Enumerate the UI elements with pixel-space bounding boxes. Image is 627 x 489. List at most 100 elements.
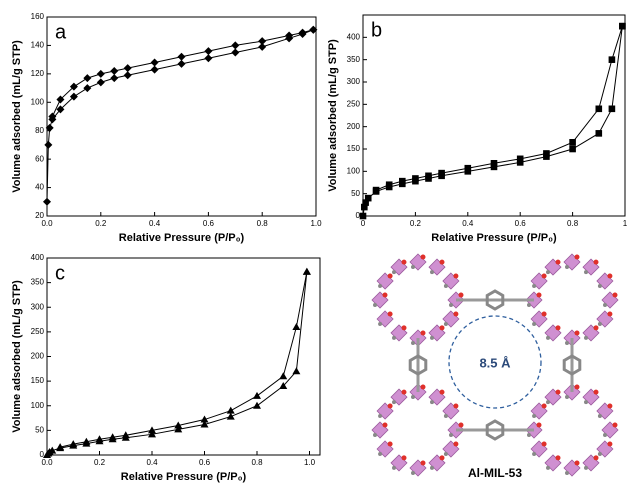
marker: [438, 170, 445, 177]
mof-atom: [584, 400, 588, 404]
mof-atom: [532, 452, 536, 456]
marker: [178, 53, 186, 61]
marker: [178, 60, 186, 68]
marker: [360, 213, 367, 220]
x-tick-label: 0.6: [515, 219, 527, 228]
panel-label: c: [55, 262, 65, 284]
mof-atom: [378, 414, 382, 418]
mof-atom: [378, 452, 382, 456]
y-tick-label: 150: [347, 144, 361, 153]
mof-atom: [603, 303, 607, 307]
mof-atom: [402, 260, 407, 265]
y-tick-label: 100: [347, 166, 361, 175]
marker: [465, 165, 472, 172]
mof-atom: [527, 303, 531, 307]
mof-atom: [575, 385, 580, 390]
mof-atom: [444, 452, 448, 456]
mof-atom: [402, 390, 407, 395]
x-axis-title: Relative Pressure (P/P₀): [119, 232, 245, 244]
mof-atom: [402, 325, 407, 330]
panel-label: a: [55, 21, 67, 43]
marker: [399, 178, 406, 185]
y-tick-label: 400: [31, 253, 45, 262]
mof-atom: [402, 455, 407, 460]
marker: [231, 41, 239, 49]
y-tick-label: 40: [35, 183, 44, 192]
mof-atom: [594, 455, 599, 460]
marker: [151, 58, 159, 66]
mof-atom: [440, 260, 445, 265]
mof-atom: [430, 270, 434, 274]
mof-atom: [440, 325, 445, 330]
marker: [292, 323, 300, 330]
mof-atom: [607, 274, 612, 279]
figure: 8.5 Å Al-MIL-53 204060801001201401600.00…: [0, 0, 627, 484]
mof-atom: [565, 471, 569, 475]
mof-atom: [556, 390, 561, 395]
mof-atom: [392, 400, 396, 404]
series-line: [60, 272, 307, 447]
mof-atom: [542, 442, 547, 447]
y-tick-label: 350: [347, 55, 361, 64]
x-tick-label: 0.4: [149, 219, 161, 228]
marker: [204, 47, 212, 55]
mof-atom: [607, 442, 612, 447]
x-tick-label: 0.4: [146, 458, 158, 467]
mof-atom: [537, 293, 542, 298]
y-axis-title: Volume adsorbed (mL/g STP): [327, 39, 339, 192]
mof-atom: [430, 336, 434, 340]
marker: [97, 78, 105, 86]
mof-atom: [542, 312, 547, 317]
mof-atom: [411, 341, 415, 345]
mof-atom: [542, 404, 547, 409]
y-tick-label: 160: [31, 12, 45, 21]
mof-atom: [388, 312, 393, 317]
x-tick-label: 1.0: [310, 219, 322, 228]
marker: [253, 402, 261, 409]
mof-atom: [421, 385, 426, 390]
mof-atom: [453, 274, 458, 279]
x-tick-label: 1.0: [304, 458, 316, 467]
y-tick-label: 300: [31, 302, 45, 311]
marker: [386, 181, 393, 188]
mof-atom: [542, 274, 547, 279]
mof-atom: [546, 466, 550, 470]
marker: [258, 37, 266, 45]
mof-atom: [594, 390, 599, 395]
y-tick-label: 200: [347, 122, 361, 131]
mof-atom: [613, 293, 618, 298]
mof-atom: [411, 471, 415, 475]
mof-atom: [575, 255, 580, 260]
y-tick-label: 60: [35, 154, 44, 163]
y-tick-label: 80: [35, 126, 44, 135]
y-axis-title: Volume adsorbed (mL/g STP): [11, 280, 23, 433]
marker: [596, 130, 603, 137]
marker: [231, 49, 239, 57]
mof-atom: [565, 395, 569, 399]
caption: Al-MIL-53: [468, 466, 522, 480]
marker: [204, 54, 212, 62]
marker: [373, 187, 380, 194]
mof-atom: [453, 312, 458, 317]
marker: [227, 407, 235, 414]
mof-atom: [392, 336, 396, 340]
mof-atom: [440, 390, 445, 395]
y-axis-title: Volume adsorbed (mL/g STP): [11, 40, 23, 193]
mof-atom: [453, 404, 458, 409]
plot-frame: [47, 17, 316, 216]
marker: [609, 56, 616, 63]
y-tick-label: 250: [31, 327, 45, 336]
x-axis-title: Relative Pressure (P/P₀): [431, 232, 557, 244]
mof-atom: [430, 400, 434, 404]
marker: [97, 70, 105, 78]
marker: [151, 66, 159, 74]
mof-atom: [594, 325, 599, 330]
mof-atom: [598, 414, 602, 418]
mof-atom: [378, 322, 382, 326]
mof-atom: [449, 433, 453, 437]
y-tick-label: 400: [347, 32, 361, 41]
marker: [279, 372, 287, 379]
mof-atom: [584, 336, 588, 340]
mof-atom: [598, 284, 602, 288]
marker: [303, 268, 311, 275]
